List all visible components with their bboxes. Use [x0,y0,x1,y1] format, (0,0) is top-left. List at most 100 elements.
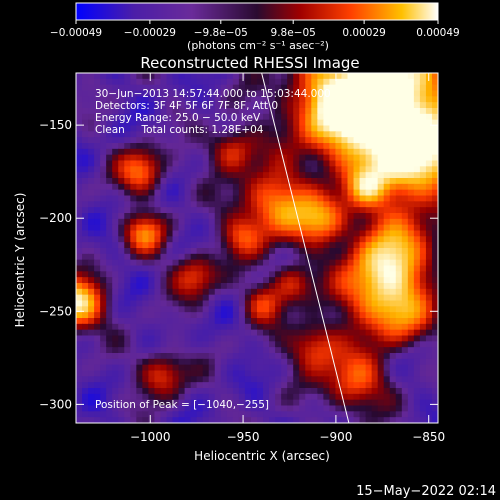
heatmap-cell [323,306,330,313]
heatmap-cell [172,271,180,278]
heatmap-cell [341,393,349,401]
heatmap-cell [178,405,186,412]
heatmap-cell [124,329,131,337]
heatmap-cell [281,265,288,272]
heatmap-cell [238,399,246,407]
heatmap-cell [244,306,252,313]
heatmap-cell [190,119,198,127]
heatmap-cell [118,382,125,389]
heatmap-cell [220,353,228,360]
heatmap-cell [106,329,113,337]
heatmap-cell [166,306,174,313]
heatmap-cell [269,96,276,103]
heatmap-cell [347,265,355,272]
heatmap-cell [100,178,107,185]
heatmap-cell [335,277,343,284]
heatmap-cell [359,201,367,208]
heatmap-cell [106,364,113,372]
heatmap-cell [250,189,258,197]
heatmap-cell [257,207,264,214]
heatmap-cell [118,318,125,325]
heatmap-cell [172,306,180,313]
heatmap-cell [383,166,391,173]
heatmap-cell [232,288,240,296]
heatmap-cell [317,183,324,191]
heatmap-cell [160,143,168,150]
heatmap-cell [365,131,373,138]
heatmap-cell [347,312,355,319]
heatmap-cell [401,195,409,202]
heatmap-cell [359,399,367,407]
heatmap-cell [347,160,355,167]
x-tick-label: −850 [412,430,445,444]
heatmap-cell [220,370,228,377]
heatmap-cell [413,399,421,407]
heatmap-cell [214,341,222,348]
heatmap-cell [431,277,438,284]
heatmap-cell [88,108,95,115]
heatmap-cell [112,277,119,284]
heatmap-cell [383,137,391,144]
heatmap-cell [419,102,427,109]
heatmap-cell [88,178,95,185]
heatmap-cell [281,388,288,395]
heatmap-cell [287,248,294,255]
heatmap-cell [202,108,210,115]
heatmap-cell [359,288,367,296]
heatmap-cell [184,382,192,389]
heatmap-cell [341,358,349,366]
heatmap-cell [82,405,89,412]
heatmap-cell [202,417,210,423]
heatmap-cell [160,318,168,325]
heatmap-cell [293,78,300,86]
heatmap-cell [82,265,89,272]
heatmap-cell [413,224,421,232]
heatmap-cell [257,405,264,412]
heatmap-cell [106,119,113,127]
heatmap-cell [94,148,101,156]
heatmap-cell [407,283,415,290]
heatmap-cell [341,347,349,354]
heatmap-cell [172,283,180,290]
heatmap-cell [244,294,252,302]
heatmap-cell [323,154,330,162]
heatmap-cell [238,143,246,150]
heatmap-cell [311,399,318,407]
heatmap-cell [178,376,186,383]
heatmap-cell [214,248,222,255]
heatmap-cell [178,329,186,337]
heatmap-cell [190,131,198,138]
heatmap-cell [293,259,300,267]
heatmap-cell [130,353,137,360]
heatmap-cell [160,306,168,313]
heatmap-cell [389,207,397,214]
heatmap-cell [383,236,391,243]
heatmap-cell [208,294,216,302]
heatmap-cell [341,294,349,302]
heatmap-cell [311,405,318,412]
heatmap-cell [238,376,246,383]
heatmap-cell [124,172,131,179]
heatmap-cell [160,78,168,86]
heatmap-cell [244,183,252,191]
heatmap-cell [401,382,409,389]
heatmap-cell [407,405,415,412]
heatmap-cell [407,189,415,197]
heatmap-cell [238,288,246,296]
heatmap-cell [142,131,149,138]
heatmap-cell [359,393,367,401]
heatmap-cell [82,137,89,144]
heatmap-cell [94,417,101,423]
heatmap-cell [172,312,180,319]
heatmap-cell [130,329,137,337]
heatmap-cell [244,399,252,407]
heatmap-cell [226,224,234,232]
heatmap-cell [359,411,367,418]
heatmap-cell [172,376,180,383]
heatmap-cell [419,382,427,389]
heatmap-cell [281,166,288,173]
heatmap-cell [293,178,300,185]
heatmap-cell [190,236,198,243]
heatmap-cell [269,213,276,220]
heatmap-cell [202,265,210,272]
